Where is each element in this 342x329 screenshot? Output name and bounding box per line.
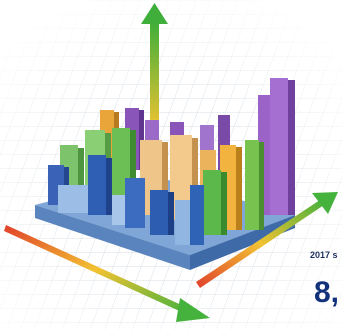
bars-front	[48, 155, 204, 245]
base-side	[190, 215, 295, 270]
caption-year: 2017 s	[310, 250, 338, 260]
up-arrow	[141, 3, 168, 132]
base-side	[35, 205, 190, 270]
left-axis-arrow	[4, 225, 210, 322]
caption-number: 8,	[314, 276, 339, 309]
right-axis-arrow	[196, 192, 338, 288]
